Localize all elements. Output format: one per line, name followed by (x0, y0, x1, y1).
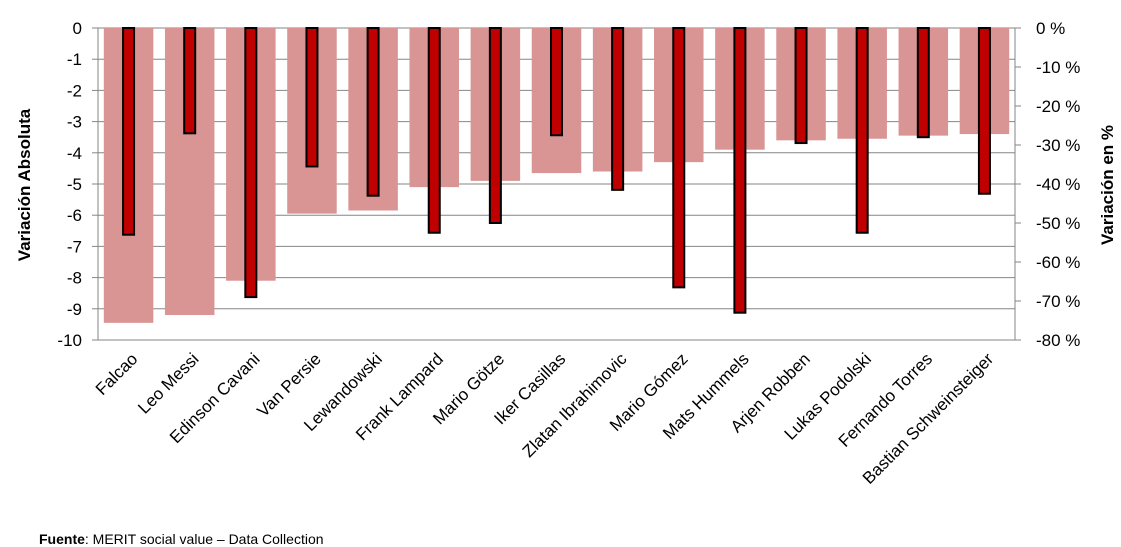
left-tick-label: -10 (57, 331, 82, 350)
right-tick-label: -80 % (1036, 331, 1080, 350)
right-tick-label: -30 % (1036, 136, 1080, 155)
right-tick-label: -40 % (1036, 175, 1080, 194)
y-axis-title: Variación Absoluta (15, 108, 34, 261)
category-label: Zlatan Ibrahimovic (519, 349, 631, 461)
source-text: : MERIT social value – Data Collection (84, 531, 324, 547)
bar-percent (183, 27, 197, 135)
bar-percent (855, 27, 869, 234)
left-tick-label: -1 (67, 50, 82, 69)
right-tick-label: -70 % (1036, 292, 1080, 311)
series-percent-bars (122, 27, 991, 314)
bar-percent (794, 27, 808, 145)
y2-axis-title: Variación en % (1098, 125, 1117, 245)
left-axis-ticks: 0 -1 -2 -3 -4 -5 -6 -7 -8 -9 -10 (57, 19, 82, 350)
source-note: Fuente: MERIT social value – Data Collec… (39, 531, 324, 547)
left-tick-label: -8 (67, 269, 82, 288)
bar-percent (733, 27, 747, 314)
bar-percent (488, 27, 502, 224)
right-tick-label: 0 % (1036, 19, 1065, 38)
right-axis-ticks: 0 % -10 % -20 % -30 % -40 % -50 % -60 % -70 % -8… (1036, 19, 1080, 350)
right-tick-label: -60 % (1036, 253, 1080, 272)
left-tick-label: 0 (73, 19, 82, 38)
left-tick-label: -6 (67, 206, 82, 225)
bar-percent (366, 27, 380, 197)
source-label: Fuente (39, 531, 85, 547)
bar-percent (122, 27, 136, 236)
right-tick-label: -20 % (1036, 97, 1080, 116)
bar-percent (427, 27, 441, 234)
bar-percent (550, 27, 563, 137)
bar-percent (672, 27, 686, 289)
bar-percent (916, 27, 930, 139)
left-tick-label: -7 (67, 237, 82, 256)
category-label: Falcao (92, 349, 142, 399)
left-tick-label: -5 (67, 175, 82, 194)
bar-percent (611, 27, 625, 191)
right-tick-label: -10 % (1036, 58, 1080, 77)
right-tick-label: -50 % (1036, 214, 1080, 233)
left-tick-label: -2 (67, 81, 82, 100)
left-tick-label: -4 (67, 144, 82, 163)
left-tick-label: -9 (67, 300, 82, 319)
bar-percent (305, 27, 319, 168)
bar-percent (244, 27, 258, 299)
axes (92, 27, 1021, 341)
left-tick-label: -3 (67, 113, 82, 132)
bar-percent (977, 27, 991, 195)
